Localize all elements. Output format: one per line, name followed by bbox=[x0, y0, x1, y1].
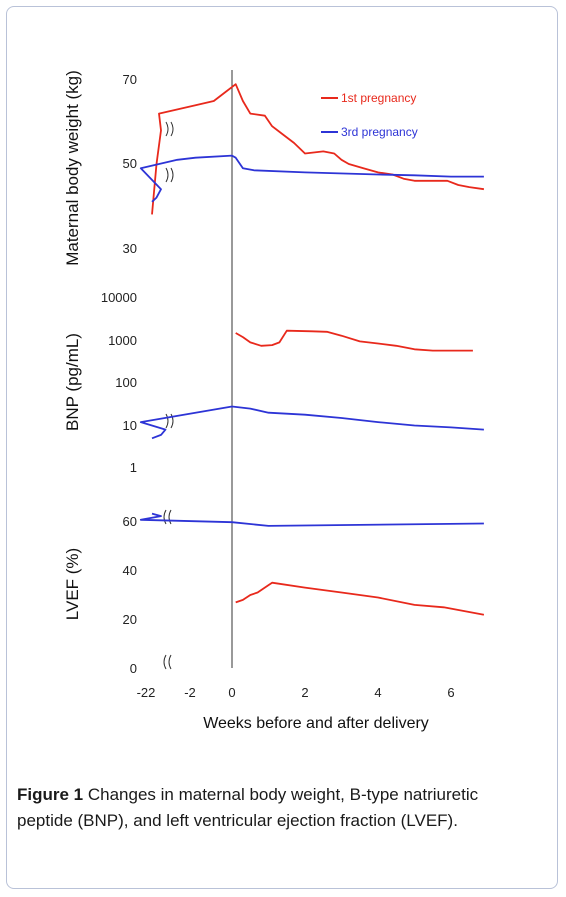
lvef-series-1st-pregnancy bbox=[235, 581, 485, 616]
caption-figure-number: Figure 1 bbox=[17, 785, 84, 804]
weight-tick-50: 50 bbox=[123, 156, 137, 171]
x-tick-0: 0 bbox=[228, 685, 235, 700]
lvef-series-3rd-pregnancy bbox=[139, 512, 484, 527]
weight-axis-label: Maternal body weight (kg) bbox=[63, 70, 82, 266]
bnp-tick-1000: 1000 bbox=[108, 333, 137, 348]
bnp-series-3rd-pregnancy bbox=[139, 405, 484, 440]
axis-break-bottom bbox=[163, 654, 172, 670]
axis-break-lvef bbox=[163, 509, 172, 525]
lvef-tick-60: 60 bbox=[123, 514, 137, 529]
figure-chart: Maternal body weight (kg) BNP (pg/mL) LV… bbox=[63, 70, 485, 732]
lvef-tick-0: 0 bbox=[130, 661, 137, 676]
bnp-tick-1: 1 bbox=[130, 460, 137, 475]
caption-text: Changes in maternal body weight, B-type … bbox=[17, 785, 479, 830]
figure-caption: Figure 1 Changes in maternal body weight… bbox=[17, 782, 537, 834]
x-tick-2: 2 bbox=[301, 685, 308, 700]
bnp-series-1st-pregnancy bbox=[235, 329, 473, 352]
weight-tick-70: 70 bbox=[123, 72, 137, 87]
figure-frame bbox=[6, 6, 558, 889]
lvef-tick-20: 20 bbox=[123, 612, 137, 627]
bnp-tick-100: 100 bbox=[115, 375, 137, 390]
x-tick-neg22: -22 bbox=[137, 685, 156, 700]
axis-break-weight bbox=[165, 121, 174, 137]
bnp-axis-label: BNP (pg/mL) bbox=[63, 333, 82, 431]
lvef-axis-label: LVEF (%) bbox=[63, 548, 82, 620]
axis-break-weight-2 bbox=[165, 167, 174, 183]
x-tick-neg2: -2 bbox=[184, 685, 196, 700]
x-tick-4: 4 bbox=[374, 685, 381, 700]
legend-label-1st-pregnancy: 1st pregnancy bbox=[341, 91, 416, 105]
x-axis-label: Weeks before and after delivery bbox=[203, 715, 429, 732]
lvef-tick-40: 40 bbox=[123, 563, 137, 578]
bnp-tick-10: 10 bbox=[123, 418, 137, 433]
weight-series-1st-pregnancy bbox=[151, 83, 485, 215]
bnp-tick-10000: 10000 bbox=[101, 290, 137, 305]
axis-break-bnp bbox=[165, 413, 174, 429]
series-layer bbox=[139, 83, 485, 616]
legend-label-3rd-pregnancy: 3rd pregnancy bbox=[341, 125, 418, 139]
weight-tick-30: 30 bbox=[123, 241, 137, 256]
weight-series-3rd-pregnancy bbox=[139, 154, 484, 203]
x-tick-6: 6 bbox=[447, 685, 454, 700]
